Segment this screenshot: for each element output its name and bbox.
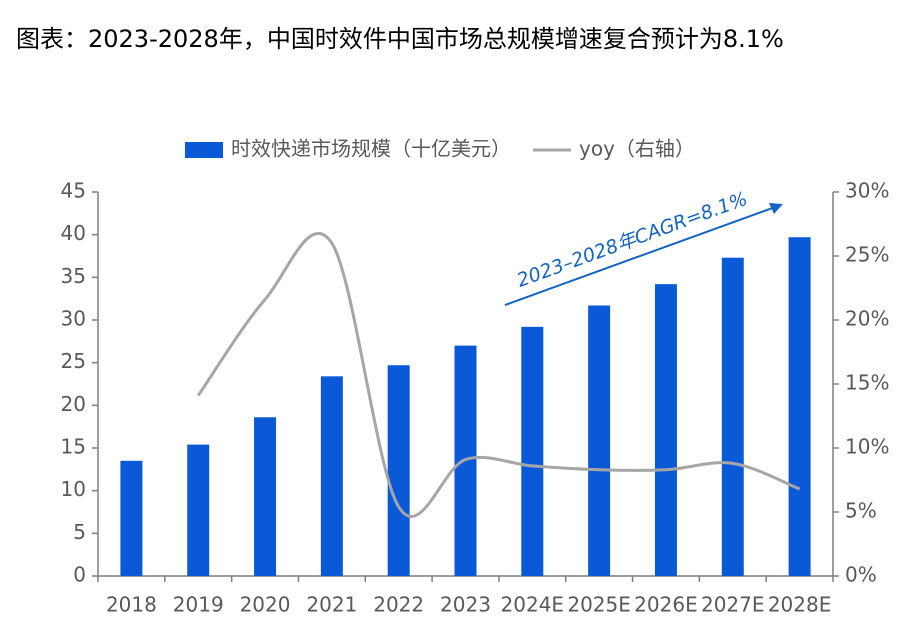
x-tick-label: 2021: [306, 593, 357, 617]
bar: [387, 365, 410, 576]
y2-tick-label: 25%: [845, 243, 889, 267]
y-tick-label: 20: [61, 392, 86, 416]
y2-tick-label: 10%: [845, 435, 889, 459]
annotation-arrow: [504, 205, 779, 306]
x-tick-label: 2024E: [501, 593, 565, 617]
y-tick-label: 25: [61, 349, 86, 373]
y-tick-label: 10: [61, 477, 86, 501]
annotation-arrowhead: [769, 203, 783, 214]
bar: [588, 305, 611, 576]
chart-title: 图表：2023-2028年，中国时效件中国市场总规模增速复合预计为8.1%: [16, 25, 784, 53]
legend-label: 时效快递市场规模（十亿美元）: [231, 137, 511, 161]
y-tick-label: 15: [61, 435, 86, 459]
bar: [187, 444, 210, 576]
x-tick-label: 2020: [240, 593, 291, 617]
x-tick-label: 2027E: [701, 593, 765, 617]
legend-swatch: [185, 142, 223, 158]
bar: [521, 326, 544, 576]
y2-tick-label: 20%: [845, 307, 889, 331]
bar: [320, 376, 343, 576]
x-tick-label: 2019: [173, 593, 224, 617]
x-tick-label: 2023: [440, 593, 491, 617]
y2-tick-label: 30%: [845, 179, 889, 203]
y2-tick-label: 15%: [845, 371, 889, 395]
y-tick-label: 45: [61, 179, 86, 203]
x-tick-label: 2018: [106, 593, 157, 617]
y2-tick-label: 5%: [845, 499, 877, 523]
legend-label: yoy（右轴）: [579, 137, 695, 161]
y-tick-label: 5: [73, 520, 86, 544]
bar: [654, 284, 677, 576]
bar: [721, 257, 744, 576]
bar: [254, 417, 277, 576]
y-tick-label: 0: [73, 563, 86, 587]
y2-tick-label: 0%: [845, 563, 877, 587]
bar: [120, 460, 143, 576]
bar: [788, 237, 811, 576]
x-tick-label: 2025E: [567, 593, 631, 617]
x-tick-label: 2028E: [768, 593, 832, 617]
x-tick-label: 2026E: [634, 593, 698, 617]
y-tick-label: 40: [61, 221, 86, 245]
x-tick-label: 2022: [373, 593, 424, 617]
y-tick-label: 35: [61, 264, 86, 288]
line: [196, 232, 801, 518]
y-tick-label: 30: [61, 307, 86, 331]
annotation: 2023–2028年CAGR=8.1%: [514, 188, 750, 292]
